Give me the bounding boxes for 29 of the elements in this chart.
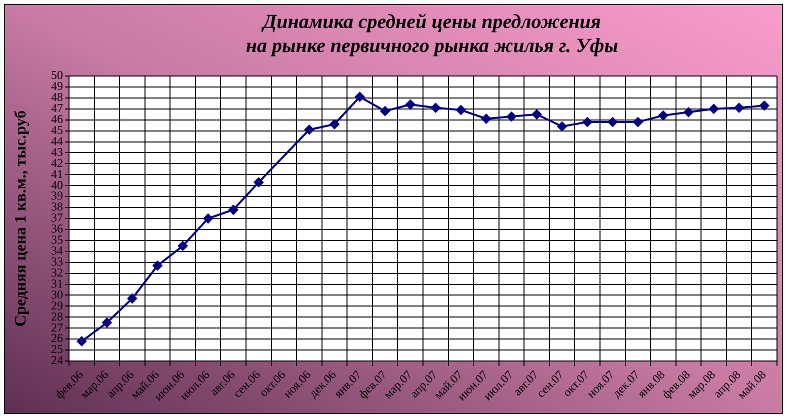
point — [708, 104, 719, 114]
point — [304, 124, 314, 135]
point — [405, 100, 416, 110]
point — [430, 102, 441, 113]
point — [102, 318, 112, 328]
point — [354, 92, 365, 102]
point — [203, 214, 214, 224]
point — [506, 112, 516, 122]
point — [76, 336, 87, 346]
point — [228, 204, 238, 215]
point — [632, 117, 643, 128]
y-axis-title: Средняя цена 1 кв.м., тыс.руб — [12, 110, 30, 327]
point — [582, 117, 592, 128]
point — [684, 107, 694, 118]
point — [481, 114, 492, 124]
point — [557, 121, 568, 132]
point — [254, 177, 264, 188]
point — [532, 109, 542, 120]
point — [127, 294, 138, 304]
point — [178, 240, 188, 251]
point — [608, 117, 618, 128]
point — [658, 110, 668, 120]
chart-title: Динамика средней цены предложения на рынке первичного рынка жилья г. Уфы — [244, 10, 620, 58]
point — [456, 104, 466, 115]
point — [152, 260, 162, 271]
point — [734, 102, 744, 113]
point — [759, 100, 770, 111]
point — [330, 119, 340, 130]
point — [380, 106, 390, 116]
